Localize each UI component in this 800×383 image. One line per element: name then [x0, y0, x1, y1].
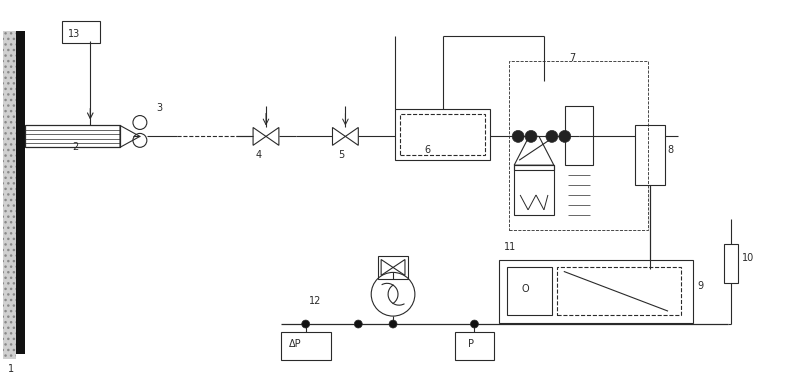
Bar — [395, 109, 490, 160]
Bar — [400, 114, 486, 155]
Text: ΔP: ΔP — [289, 339, 302, 349]
Text: 6: 6 — [425, 145, 431, 155]
Text: 9: 9 — [698, 281, 704, 291]
Bar — [724, 244, 738, 283]
Text: 13: 13 — [69, 29, 81, 39]
Bar — [499, 260, 693, 323]
Bar — [514, 165, 554, 215]
Text: O: O — [521, 284, 529, 294]
Bar — [635, 126, 665, 185]
Text: 5: 5 — [338, 150, 345, 160]
Bar — [565, 106, 593, 165]
Bar — [281, 332, 330, 360]
Bar — [507, 267, 552, 315]
Circle shape — [525, 131, 537, 142]
Circle shape — [559, 131, 570, 142]
Text: P: P — [469, 339, 474, 349]
Bar — [514, 165, 554, 170]
Text: 7: 7 — [569, 53, 575, 63]
Circle shape — [512, 131, 524, 142]
Text: 11: 11 — [504, 242, 517, 252]
Bar — [62, 21, 100, 43]
Text: 8: 8 — [667, 145, 673, 155]
Circle shape — [354, 320, 362, 328]
Bar — [16, 31, 25, 354]
Bar — [510, 61, 648, 230]
Bar — [25, 126, 120, 147]
Text: 4: 4 — [256, 150, 262, 160]
Text: 1: 1 — [8, 364, 14, 374]
Circle shape — [546, 131, 558, 142]
Bar — [454, 332, 494, 360]
Bar — [378, 255, 408, 279]
Circle shape — [389, 320, 397, 328]
Bar — [3, 31, 16, 359]
Text: 10: 10 — [742, 254, 754, 264]
Text: 3: 3 — [157, 103, 163, 113]
Text: 2: 2 — [72, 142, 78, 152]
Text: 12: 12 — [309, 296, 321, 306]
Circle shape — [302, 320, 310, 328]
Circle shape — [470, 320, 478, 328]
Bar — [557, 267, 681, 315]
